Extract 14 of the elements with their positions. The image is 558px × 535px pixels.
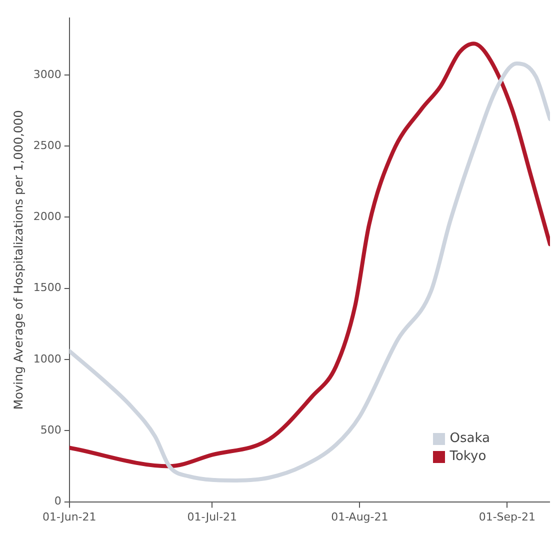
y-tick-label: 3000: [33, 68, 62, 81]
x-tick-label: 01-Aug-21: [331, 510, 388, 524]
y-tick-label: 1500: [33, 281, 62, 294]
legend-label: Osaka: [450, 431, 490, 446]
y-tick-label: 2000: [33, 210, 62, 224]
y-tick-label: 0: [54, 494, 62, 508]
y-tick-label: 1000: [33, 352, 62, 366]
x-tick-label: 01-Sep-21: [478, 510, 536, 524]
x-tick-label: 01-Jul-21: [187, 510, 238, 524]
x-tick-label: 01-Jun-21: [42, 510, 96, 524]
y-axis-title: Moving Average of Hospitalizations per 1,000,000: [11, 110, 26, 410]
y-tick-label: 2500: [33, 138, 62, 152]
y-tick-label: 500: [40, 424, 62, 437]
legend-label: Tokyo: [450, 449, 486, 464]
